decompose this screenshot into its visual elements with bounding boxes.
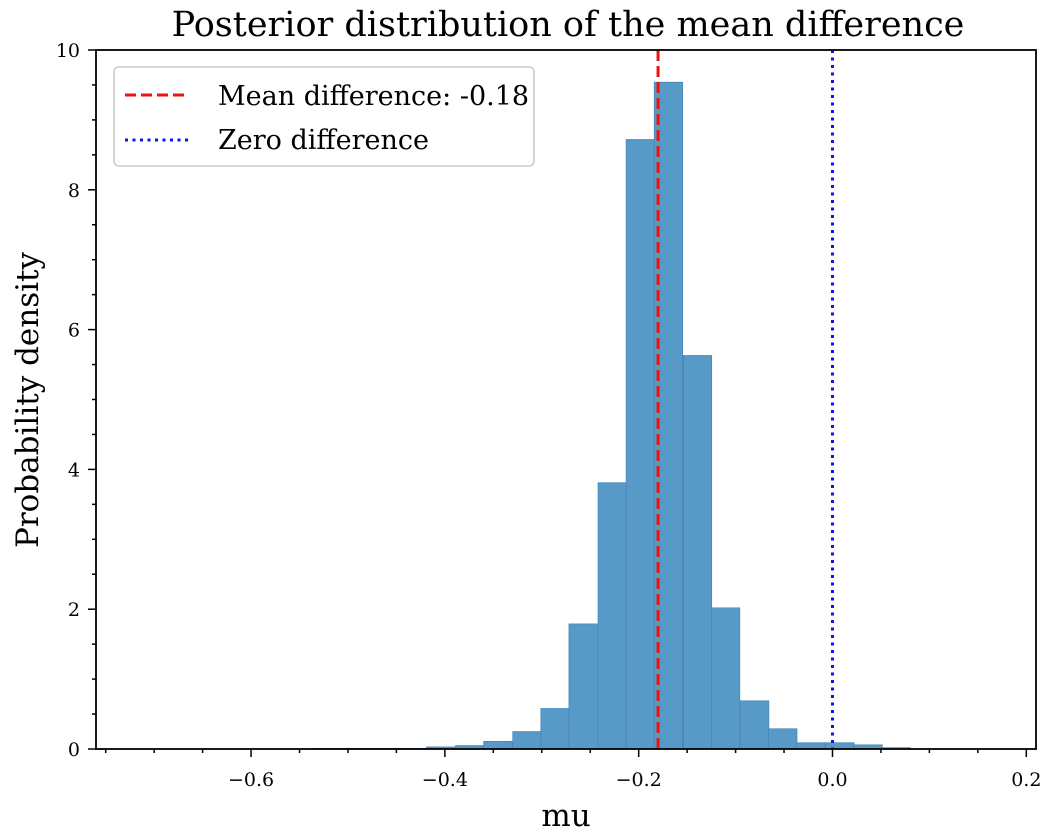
y-axis-ticks: 0 2 4 6 8 10 bbox=[56, 40, 96, 761]
histogram-bar bbox=[512, 731, 542, 750]
histogram-bar bbox=[740, 700, 770, 750]
y-tick-label: 8 bbox=[68, 180, 80, 202]
y-tick-label: 4 bbox=[68, 459, 80, 481]
legend: Mean difference: -0.18 Zero difference bbox=[113, 66, 535, 167]
histogram-bar bbox=[768, 728, 798, 750]
histogram-bar bbox=[568, 623, 598, 750]
reference-lines bbox=[656, 50, 834, 749]
y-tick-label: 6 bbox=[68, 320, 80, 342]
x-tick-label: −0.6 bbox=[228, 769, 274, 791]
histogram-bar bbox=[625, 139, 655, 750]
x-axis-label: mu bbox=[541, 798, 590, 832]
histogram-bar bbox=[483, 741, 513, 750]
chart-title: Posterior distribution of the mean diffe… bbox=[172, 5, 965, 45]
histogram-bar bbox=[825, 742, 855, 750]
histogram-bar bbox=[682, 355, 713, 750]
legend-mean-label: Mean difference: -0.18 bbox=[218, 81, 529, 112]
x-tick-label: −0.2 bbox=[616, 769, 662, 791]
histogram-bar bbox=[540, 708, 570, 750]
y-axis-label: Probability density bbox=[10, 252, 46, 549]
histogram-bar bbox=[597, 482, 627, 750]
x-tick-label: 0.2 bbox=[1011, 769, 1041, 791]
histogram-bar bbox=[653, 81, 683, 750]
y-tick-label: 10 bbox=[56, 40, 80, 62]
x-tick-label: −0.4 bbox=[422, 769, 468, 791]
histogram-bar bbox=[796, 742, 826, 750]
y-tick-label: 2 bbox=[68, 599, 80, 621]
x-axis-ticks: −0.6 −0.4 −0.2 0.0 0.2 bbox=[104, 749, 1041, 791]
bars-group bbox=[312, 81, 911, 750]
legend-box bbox=[113, 66, 535, 167]
x-tick-label: 0.0 bbox=[817, 769, 847, 791]
y-tick-label: 0 bbox=[68, 739, 80, 761]
histogram-bar bbox=[711, 607, 741, 750]
legend-zero-label: Zero difference bbox=[218, 125, 429, 156]
